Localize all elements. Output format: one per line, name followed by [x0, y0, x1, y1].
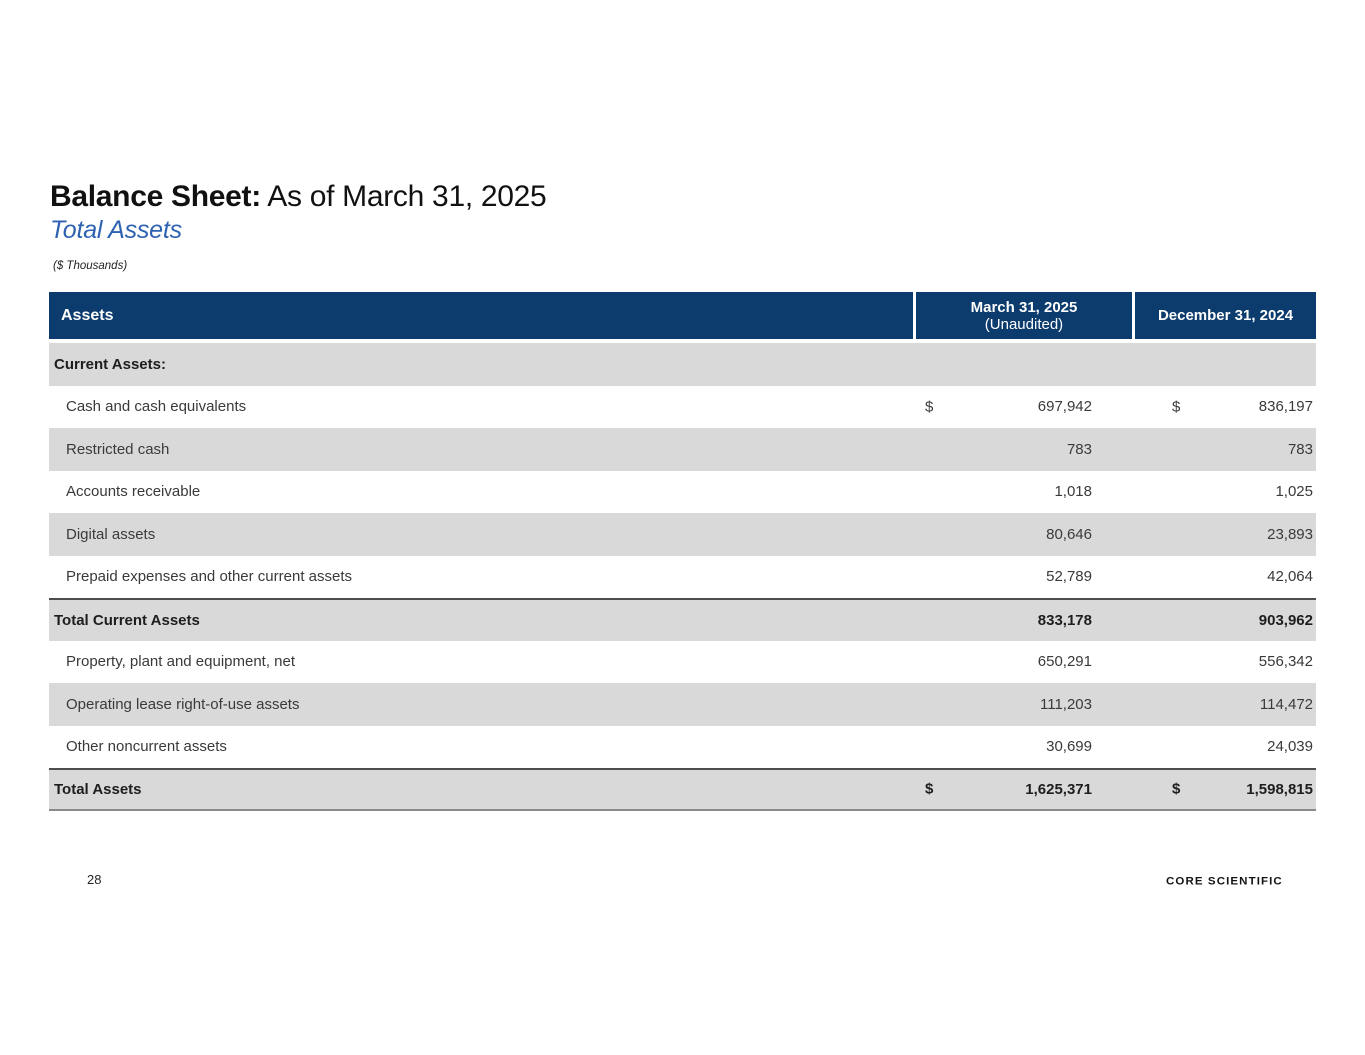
amount-text: 23,893 [1135, 526, 1316, 543]
page-subtitle: Total Assets [50, 216, 182, 245]
row-value-december: 556,342 [1135, 641, 1316, 684]
row-value-december: 42,064 [1135, 556, 1316, 599]
page-title-bold: Balance Sheet: [50, 180, 261, 213]
header-march-date: March 31, 2025 [971, 299, 1078, 316]
page-title: Balance Sheet: As of March 31, 2025 [50, 181, 546, 213]
table-row-prepaid-expenses: Prepaid expenses and other current asset… [49, 556, 1316, 599]
row-value-december: $ 1,598,815 [1135, 770, 1316, 809]
row-value-december [1135, 343, 1316, 386]
amount-text: 111,203 [916, 696, 1132, 713]
row-value-march: $ 697,942 [916, 386, 1132, 429]
row-label: Total Current Assets [49, 600, 913, 641]
row-label: Prepaid expenses and other current asset… [49, 556, 913, 599]
page-title-rest: As of March 31, 2025 [261, 180, 547, 213]
dollar-sign: $ [1172, 781, 1180, 798]
row-value-march [916, 343, 1132, 386]
amount-text: 80,646 [916, 526, 1132, 543]
row-value-march: 30,699 [916, 726, 1132, 769]
row-value-march: 650,291 [916, 641, 1132, 684]
amount-text: 836,197 [1135, 398, 1316, 415]
header-unaudited: (Unaudited) [985, 316, 1063, 333]
amount-text: 52,789 [916, 568, 1132, 585]
amount-text: 903,962 [1135, 612, 1316, 629]
header-december-date: December 31, 2024 [1158, 307, 1293, 324]
dollar-sign: $ [925, 398, 933, 415]
header-cell-december-2024: December 31, 2024 [1135, 292, 1316, 339]
table-row-operating-lease-assets: Operating lease right-of-use assets 111,… [49, 683, 1316, 726]
row-label: Property, plant and equipment, net [49, 641, 913, 684]
table-row-accounts-receivable: Accounts receivable 1,018 1,025 [49, 471, 1316, 514]
row-label: Accounts receivable [49, 471, 913, 514]
amount-text: 30,699 [916, 738, 1132, 755]
row-value-december: 1,025 [1135, 471, 1316, 514]
row-label: Total Assets [49, 770, 913, 809]
header-cell-assets: Assets [49, 292, 913, 339]
row-value-march: 833,178 [916, 600, 1132, 641]
amount-text: 697,942 [916, 398, 1132, 415]
row-value-december: 114,472 [1135, 683, 1316, 726]
amount-text: 1,598,815 [1135, 781, 1316, 798]
row-label: Current Assets: [49, 343, 913, 386]
row-value-march: 783 [916, 428, 1132, 471]
table-row-cash-and-cash-equivalents: Cash and cash equivalents $ 697,942 $ 83… [49, 386, 1316, 429]
amount-text: 42,064 [1135, 568, 1316, 585]
dollar-sign: $ [925, 781, 933, 798]
amount-text: 833,178 [916, 612, 1132, 629]
balance-sheet-table: Assets March 31, 2025 (Unaudited) Decemb… [49, 292, 1316, 811]
row-value-march: 1,018 [916, 471, 1132, 514]
header-cell-march-2025: March 31, 2025 (Unaudited) [916, 292, 1132, 339]
amount-text: 783 [916, 441, 1132, 458]
row-label: Other noncurrent assets [49, 726, 913, 769]
amount-text: 556,342 [1135, 653, 1316, 670]
amount-text: 1,018 [916, 483, 1132, 500]
table-row-other-noncurrent-assets: Other noncurrent assets 30,699 24,039 [49, 726, 1316, 769]
row-value-december: 23,893 [1135, 513, 1316, 556]
amount-text: 114,472 [1135, 696, 1316, 713]
core-scientific-logo: CORE SCIENTIFIC [1166, 876, 1283, 887]
amount-text: 1,025 [1135, 483, 1316, 500]
header-assets-label: Assets [61, 307, 113, 325]
units-note: ($ Thousands) [53, 260, 127, 272]
table-row-current-assets-section: Current Assets: [49, 343, 1316, 386]
row-value-march: 80,646 [916, 513, 1132, 556]
row-label: Digital assets [49, 513, 913, 556]
table-row-total-assets: Total Assets $ 1,625,371 $ 1,598,815 [49, 768, 1316, 811]
row-value-december: 903,962 [1135, 600, 1316, 641]
row-label: Restricted cash [49, 428, 913, 471]
row-value-december: $ 836,197 [1135, 386, 1316, 429]
table-header-row: Assets March 31, 2025 (Unaudited) Decemb… [49, 292, 1316, 339]
row-label: Cash and cash equivalents [49, 386, 913, 429]
amount-text: 1,625,371 [916, 781, 1132, 798]
row-value-december: 24,039 [1135, 726, 1316, 769]
row-label: Operating lease right-of-use assets [49, 683, 913, 726]
dollar-sign: $ [1172, 398, 1180, 415]
amount-text: 24,039 [1135, 738, 1316, 755]
amount-text: 783 [1135, 441, 1316, 458]
row-value-december: 783 [1135, 428, 1316, 471]
table-row-property-plant-equipment: Property, plant and equipment, net 650,2… [49, 641, 1316, 684]
table-row-digital-assets: Digital assets 80,646 23,893 [49, 513, 1316, 556]
page-number: 28 [87, 872, 101, 887]
amount-text: 650,291 [916, 653, 1132, 670]
slide: { "page": { "title_bold": "Balance Sheet… [0, 0, 1365, 1055]
row-value-march: 52,789 [916, 556, 1132, 599]
table-row-total-current-assets: Total Current Assets 833,178 903,962 [49, 598, 1316, 641]
table-row-restricted-cash: Restricted cash 783 783 [49, 428, 1316, 471]
row-value-march: $ 1,625,371 [916, 770, 1132, 809]
row-value-march: 111,203 [916, 683, 1132, 726]
